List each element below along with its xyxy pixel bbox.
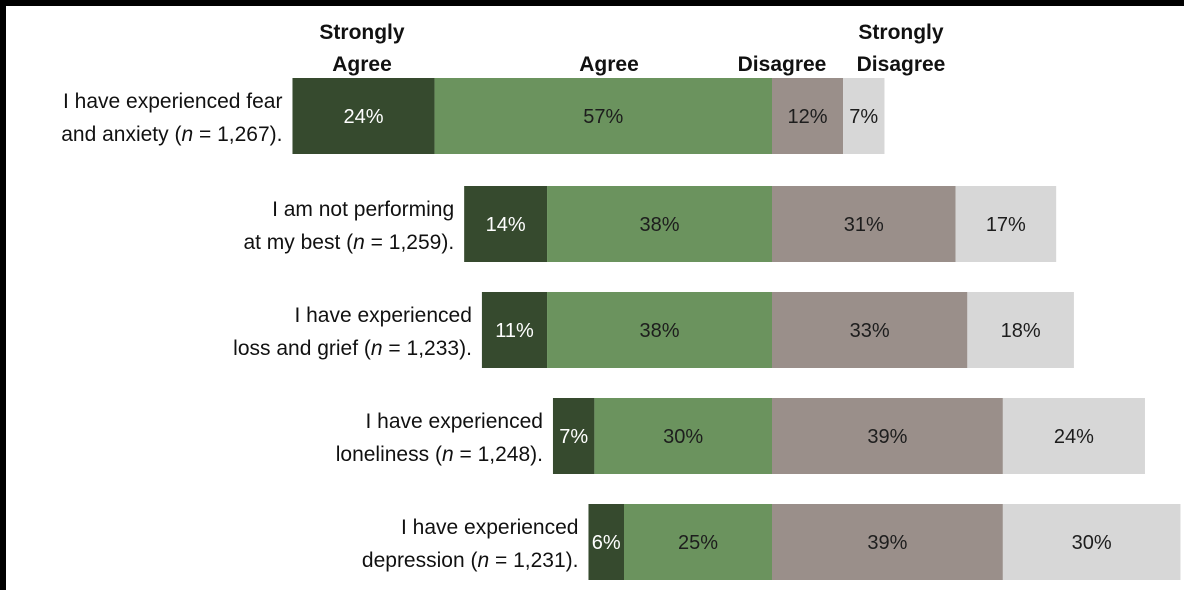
bar-strongly-disagree	[967, 292, 1074, 368]
label-text: loss and grief (	[233, 337, 371, 360]
label-text: at my best (	[243, 231, 353, 254]
legend-agree: Agree	[579, 53, 639, 76]
legend-line: Strongly	[858, 21, 943, 44]
label-n: n	[353, 231, 365, 254]
category-label-line2: at my best (n = 1,259).	[243, 231, 454, 254]
bar-value-label: 39%	[867, 532, 907, 554]
bar-value-label: 14%	[486, 214, 526, 236]
bar-agree	[547, 186, 772, 262]
bar-value-label: 38%	[640, 320, 680, 342]
bar-value-label: 25%	[678, 532, 718, 554]
bar-value-label: 33%	[850, 320, 890, 342]
bar-strongly-agree	[588, 504, 624, 580]
bar-agree	[434, 78, 772, 154]
label-n: n	[371, 337, 383, 360]
bar-agree	[624, 504, 772, 580]
category-label-line1: I have experienced	[401, 516, 578, 539]
category-label-line2: and anxiety (n = 1,267).	[61, 123, 282, 146]
label-text: and anxiety (	[61, 123, 181, 146]
bar-value-label: 17%	[986, 214, 1026, 236]
label-n: n	[442, 443, 454, 466]
label-text: = 1,267).	[193, 123, 282, 146]
top-border	[0, 0, 1184, 6]
label-n: n	[181, 123, 193, 146]
bars: 24% 57% 12% 7% 14% 38% 31% 17% 11% 38% 33% 18% 7% 30%…	[292, 78, 1181, 580]
legend-disagree: Disagree	[738, 53, 827, 76]
bar-value-label: 30%	[1072, 532, 1112, 554]
bar-strongly-agree	[292, 78, 435, 154]
bar-disagree	[772, 504, 1003, 580]
label-text: = 1,233).	[383, 337, 472, 360]
bar-disagree	[772, 292, 968, 368]
bar-strongly-disagree	[1002, 504, 1181, 580]
category-label-line2: loss and grief (n = 1,233).	[233, 337, 472, 360]
bar-disagree	[772, 78, 844, 154]
bar-value-label: 7%	[559, 426, 588, 448]
bar-value-label: 18%	[1001, 320, 1041, 342]
bar-value-label: 57%	[583, 106, 623, 128]
bar-strongly-agree	[552, 398, 595, 474]
bar-value-label: 30%	[663, 426, 703, 448]
bar-value-label: 12%	[788, 106, 828, 128]
label-text: = 1,248).	[454, 443, 543, 466]
bar-value-label: 39%	[867, 426, 907, 448]
bar-strongly-agree	[481, 292, 548, 368]
legend: Strongly Agree Agree Disagree Strongly Disagr…	[319, 21, 945, 76]
bar-disagree	[772, 186, 956, 262]
bar-value-label: 38%	[640, 214, 680, 236]
left-border	[0, 0, 6, 590]
category-label-line1: I have experienced	[365, 410, 542, 433]
label-text: = 1,231).	[489, 549, 578, 572]
bar-agree	[594, 398, 772, 474]
bar-agree	[547, 292, 772, 368]
bar-value-label: 31%	[844, 214, 884, 236]
label-text: loneliness (	[336, 443, 442, 466]
category-label-line2: depression (n = 1,231).	[362, 549, 579, 572]
bar-value-label: 24%	[344, 106, 384, 128]
bar-disagree	[772, 398, 1003, 474]
category-label-line1: I have experienced	[294, 304, 471, 327]
bar-strongly-disagree	[843, 78, 885, 154]
bar-value-label: 7%	[849, 106, 878, 128]
bar-value-label: 24%	[1054, 426, 1094, 448]
label-text: = 1,259).	[365, 231, 454, 254]
bar-strongly-disagree	[955, 186, 1057, 262]
legend-strongly-agree: Strongly Agree	[319, 21, 404, 76]
bar-value-label: 11%	[495, 320, 534, 342]
legend-line: Agree	[332, 53, 392, 76]
bar-strongly-disagree	[1002, 398, 1145, 474]
legend-line: Strongly	[319, 21, 404, 44]
legend-line: Disagree	[857, 53, 946, 76]
category-label-line1: I am not performing	[272, 198, 454, 221]
bar-value-label: 6%	[592, 532, 621, 554]
label-text: depression (	[362, 549, 478, 572]
category-label-line2: loneliness (n = 1,248).	[336, 443, 543, 466]
bar-strongly-agree	[464, 186, 548, 262]
legend-strongly-disagree: Strongly Disagree	[857, 21, 946, 76]
label-n: n	[477, 549, 489, 572]
category-label-line1: I have experienced fear	[63, 90, 282, 113]
